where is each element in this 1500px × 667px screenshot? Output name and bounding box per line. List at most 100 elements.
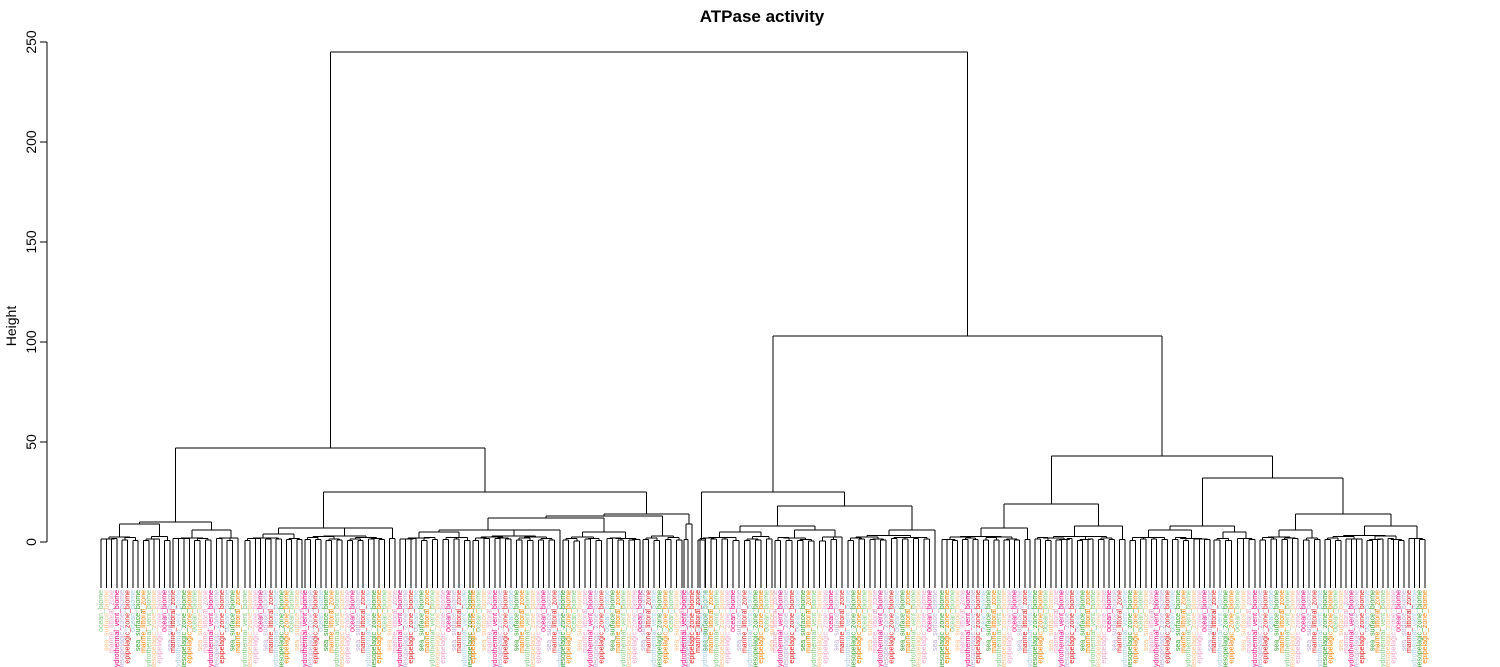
leaf-label: mesopelagic_zone_biome: [752, 590, 759, 667]
leaf-label: mesopelagic_zone_biome: [817, 590, 824, 667]
leaf-label: sea_surface_biome: [1111, 590, 1118, 651]
leaf-label: mesopelagic_zone_biome: [213, 590, 220, 667]
leaf-label: epipelagic_zone_biome: [856, 590, 863, 664]
leaf-label: marine_littoral_zone: [772, 590, 779, 653]
leaf-label: marine_littoral_zone: [708, 590, 715, 653]
leaf-label: ocean_biome: [192, 590, 199, 632]
leaf-label: epipelagic_zone_biome: [1196, 590, 1203, 664]
leaf-label: sea_surface_biome: [833, 590, 840, 651]
leaf-label: mesopelagic_zone_biome: [626, 590, 633, 667]
leaf-label: marine_littoral_zone: [140, 590, 147, 653]
leaf-label: hydrothermal_vent_biome: [1058, 590, 1065, 667]
leaf-label: marine_littoral_zone: [235, 590, 242, 653]
leaf-label: sea_surface_biome: [263, 590, 270, 651]
leaf-label: sea_surface_biome: [640, 590, 647, 651]
leaf-label: ocean_biome: [1202, 590, 1209, 632]
leaf-label: sea_surface_biome: [355, 590, 362, 651]
leaf-label: hydrothermal_vent_biome: [1380, 590, 1387, 667]
leaf-label: ocean_biome: [541, 590, 548, 632]
leaf-label: sea_surface_biome: [610, 590, 617, 651]
leaf-label: ocean_biome: [1138, 590, 1145, 632]
leaf-label: marine_littoral_zone: [170, 590, 177, 653]
leaf-label: sea_surface_biome: [1080, 590, 1087, 651]
leaf-label: marine_littoral_zone: [552, 590, 559, 653]
leaf-label: ocean_biome: [1043, 590, 1050, 632]
leaf-label: marine_littoral_zone: [519, 590, 526, 653]
leaf-label: marine_littoral_zone: [1180, 590, 1187, 653]
leaf-label: sea_surface_biome: [769, 590, 776, 651]
leaf-label: sea_surface_biome: [899, 590, 906, 651]
leaf-label: hydrothermal_vent_biome: [462, 590, 469, 667]
leaf-label: hydrothermal_vent_biome: [1154, 590, 1161, 667]
leaf-label: epipelagic_zone_biome: [662, 590, 669, 664]
y-tick-label: 250: [23, 30, 39, 54]
leaf-label: hydrothermal_vent_biome: [1411, 590, 1418, 667]
leaf-label: hydrothermal_vent_biome: [811, 590, 818, 667]
leaf-label: marine_littoral_zone: [1279, 590, 1286, 653]
y-tick-label: 200: [23, 130, 39, 154]
leaf-label: ocean_biome: [637, 590, 644, 632]
leaf-label: mesopelagic_zone_biome: [151, 590, 158, 667]
y-tick-label: 100: [23, 330, 39, 354]
leaf-label: mesopelagic_zone_biome: [1257, 590, 1264, 667]
leaf-label: ocean_biome: [668, 590, 675, 632]
leaf-label: mesopelagic_zone_biome: [278, 590, 285, 667]
leaf-label: ocean_biome: [162, 590, 169, 632]
leaf-label: sea_surface_biome: [736, 590, 743, 651]
leaf-label: mesopelagic_zone_biome: [970, 590, 977, 667]
leaf-label: sea_surface_biome: [1048, 590, 1055, 651]
leaf-label: hydrothermal_vent_biome: [1027, 590, 1034, 667]
leaf-label: epipelagic_zone_biome: [566, 590, 573, 664]
leaf-label: marine_littoral_zone: [806, 590, 813, 653]
leaf-label: hydrothermal_vent_biome: [146, 590, 153, 667]
leaf-label: ocean_biome: [381, 590, 388, 632]
leaf-label: mesopelagic_zone_biome: [307, 590, 314, 667]
leaf-label: marine_littoral_zone: [695, 590, 702, 653]
leaf-label: sea_surface_biome: [167, 590, 174, 651]
leaf-label: epipelagic_zone_biome: [535, 590, 542, 664]
leaf-label: marine_littoral_zone: [109, 590, 116, 653]
leaf-label: mesopelagic_zone_biome: [181, 590, 188, 667]
leaf-label: ocean_biome: [413, 590, 420, 632]
leaf-label: hydrothermal_vent_biome: [910, 590, 917, 667]
leaf-label: mesopelagic_zone_biome: [1290, 590, 1297, 667]
leaf-label: sea_surface_biome: [986, 590, 993, 651]
leaf-label: epipelagic_zone_biome: [470, 590, 477, 664]
leaf-label: sea_surface_biome: [1369, 590, 1376, 651]
leaf-label: epipelagic_zone_biome: [1229, 590, 1236, 664]
leaf-label: mesopelagic_zone_biome: [783, 590, 790, 667]
leaf-label: hydrothermal_vent_biome: [429, 590, 436, 667]
leaf-label: hydrothermal_vent_biome: [1317, 590, 1324, 667]
leaf-label: ocean_biome: [697, 590, 704, 632]
leaf-label: hydrothermal_vent_biome: [845, 590, 852, 667]
leaf-label: mesopelagic_zone_biome: [1127, 590, 1134, 667]
leaf-label: epipelagic_zone_biome: [156, 590, 163, 664]
leaf-label: marine_littoral_zone: [268, 590, 275, 653]
leaf-label: hydrothermal_vent_biome: [334, 590, 341, 667]
leaf-label: ocean_biome: [318, 590, 325, 632]
leaf-label: mesopelagic_zone_biome: [939, 590, 946, 667]
leaf-label: ocean_biome: [1268, 590, 1275, 632]
leaf-label: marine_littoral_zone: [1085, 590, 1092, 653]
leaf-label: epipelagic_zone_biome: [1069, 590, 1076, 664]
leaf-label: hydrothermal_vent_biome: [965, 590, 972, 667]
leaf-label: ocean_biome: [794, 590, 801, 632]
leaf-label: hydrothermal_vent_biome: [588, 590, 595, 667]
leaf-label: ocean_biome: [289, 590, 296, 632]
leaf-label: marine_littoral_zone: [1053, 590, 1060, 653]
y-axis: 0 50 100 150 200 250 Height: [3, 30, 48, 546]
leaf-label: marine_littoral_zone: [392, 590, 399, 653]
leaf-label: marine_littoral_zone: [1375, 590, 1382, 653]
leaf-label: sea_surface_biome: [932, 590, 939, 651]
leaf-label: ocean_biome: [508, 590, 515, 632]
leaf-label: hydrothermal_vent_biome: [114, 590, 121, 667]
leaf-label: ocean_biome: [1396, 590, 1403, 632]
leaf-label: sea_surface_biome: [1273, 590, 1280, 651]
leaf-label: epipelagic_zone_biome: [758, 590, 765, 664]
leaf-label: sea_surface_biome: [1175, 590, 1182, 651]
leaf-label: marine_littoral_zone: [1246, 590, 1253, 653]
leaf-label: hydrothermal_vent_biome: [1284, 590, 1291, 667]
leaf-label: mesopelagic_zone_biome: [883, 590, 890, 667]
leaf-label: mesopelagic_zone_biome: [685, 590, 692, 667]
leaf-label: marine_littoral_zone: [1343, 590, 1350, 653]
